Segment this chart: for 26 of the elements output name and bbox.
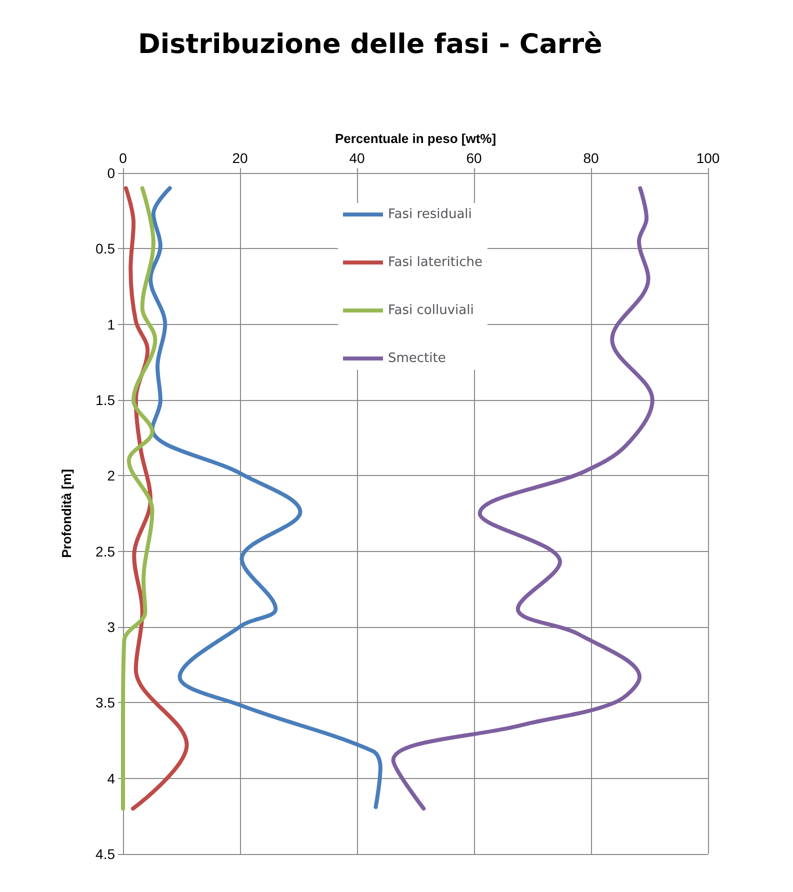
- line-series: [121, 186, 158, 811]
- x-tick-label: 40: [349, 150, 365, 166]
- x-tick-label: 20: [232, 150, 248, 166]
- legend-label: Smectite: [388, 351, 446, 366]
- y-tick-label: 1.5: [96, 392, 116, 408]
- y-tick-label: 0.5: [96, 240, 116, 257]
- y-tick-label: 4.5: [96, 846, 116, 862]
- line-series: [124, 186, 189, 811]
- y-tick-label: 2.5: [96, 543, 116, 560]
- y-tick-label: 3: [107, 619, 116, 635]
- legend-label: Fasi colluviali: [388, 303, 474, 318]
- x-tick-label: 80: [583, 150, 599, 166]
- x-tick-label: 60: [466, 150, 482, 166]
- y-tick-label: 0: [107, 165, 116, 181]
- line-series: [148, 186, 382, 810]
- x-tick-label: 100: [696, 150, 720, 166]
- legend-label: Fasi lateritiche: [388, 255, 482, 270]
- y-tick-label: 1: [107, 316, 116, 332]
- chart-title: Distribuzione delle fasi - Carrè: [138, 29, 602, 60]
- x-tick-label: 0: [119, 150, 128, 166]
- y-tick-label: 4: [107, 770, 116, 786]
- legend-label: Fasi residuali: [388, 207, 472, 222]
- y-tick-label: 3.5: [96, 694, 116, 711]
- y-axis-title: Profondità [m]: [59, 469, 74, 558]
- y-tick-label: 2: [107, 468, 116, 484]
- x-axis-title: Percentuale in peso [wt%]: [334, 131, 496, 146]
